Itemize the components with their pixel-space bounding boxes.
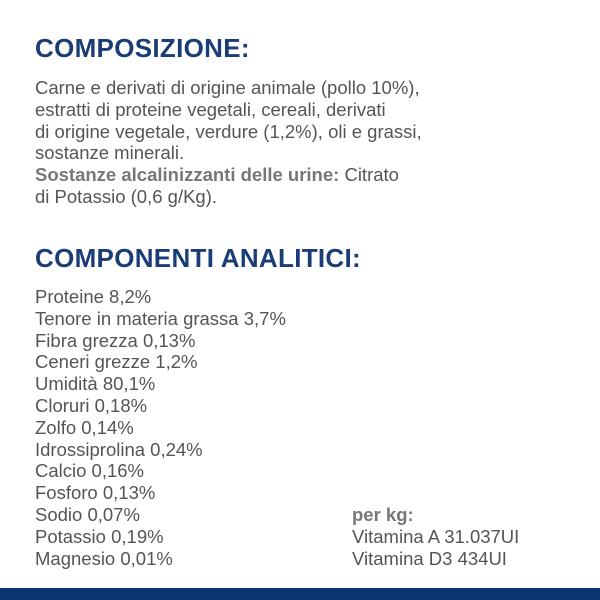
analytical-title: COMPONENTI ANALITICI:: [35, 243, 361, 273]
analytical-item: Tenore in materia grassa 3,7%: [35, 307, 286, 329]
analytical-list: Proteine 8,2% Tenore in materia grassa 3…: [35, 286, 286, 569]
analytical-item: Sodio 0,07%: [35, 503, 140, 525]
analytical-item: Zolfo 0,14%: [35, 416, 134, 438]
analytical-item: Fosforo 0,13%: [35, 482, 156, 504]
per-kg-list: per kg: Vitamina A 31.037UI Vitamina D3 …: [352, 504, 519, 569]
additive-label: Sostanze alcalinizzanti delle urine:: [35, 164, 340, 186]
analytical-item: Idrossiprolina 0,24%: [35, 438, 203, 460]
vitamin-item: Vitamina A 31.037UI: [352, 525, 520, 547]
analytical-item: Magnesio 0,01%: [35, 547, 173, 569]
composition-title: COMPOSIZIONE:: [35, 33, 250, 63]
per-kg-label: per kg:: [352, 504, 414, 525]
analytical-item: Calcio 0,16%: [35, 460, 145, 482]
vitamin-item: Vitamina D3 434UI: [352, 547, 507, 569]
bottom-bar: [0, 588, 600, 600]
analytical-item: Potassio 0,19%: [35, 525, 164, 547]
composition-line: Carne e derivati di origine animale (pol…: [35, 77, 420, 98]
composition-text: Carne e derivati di origine animale (pol…: [35, 77, 422, 208]
analytical-item: Proteine 8,2%: [35, 286, 152, 307]
composition-line: estratti di proteine vegetali, cereali, …: [35, 98, 386, 120]
composition-line: di origine vegetale, verdure (1,2%), oli…: [35, 120, 422, 142]
additive-line: di Potassio (0,6 g/Kg).: [35, 185, 218, 207]
composition-line: sostanze minerali.: [35, 142, 185, 164]
analytical-item: Cloruri 0,18%: [35, 394, 148, 416]
additive-line: Sostanze alcalinizzanti delle urine: Cit…: [35, 164, 422, 186]
analytical-item: Umidità 80,1%: [35, 373, 156, 395]
analytical-item: Ceneri grezze 1,2%: [35, 351, 198, 373]
analytical-item: Fibra grezza 0,13%: [35, 329, 196, 351]
additive-text: Citrato: [339, 164, 399, 186]
